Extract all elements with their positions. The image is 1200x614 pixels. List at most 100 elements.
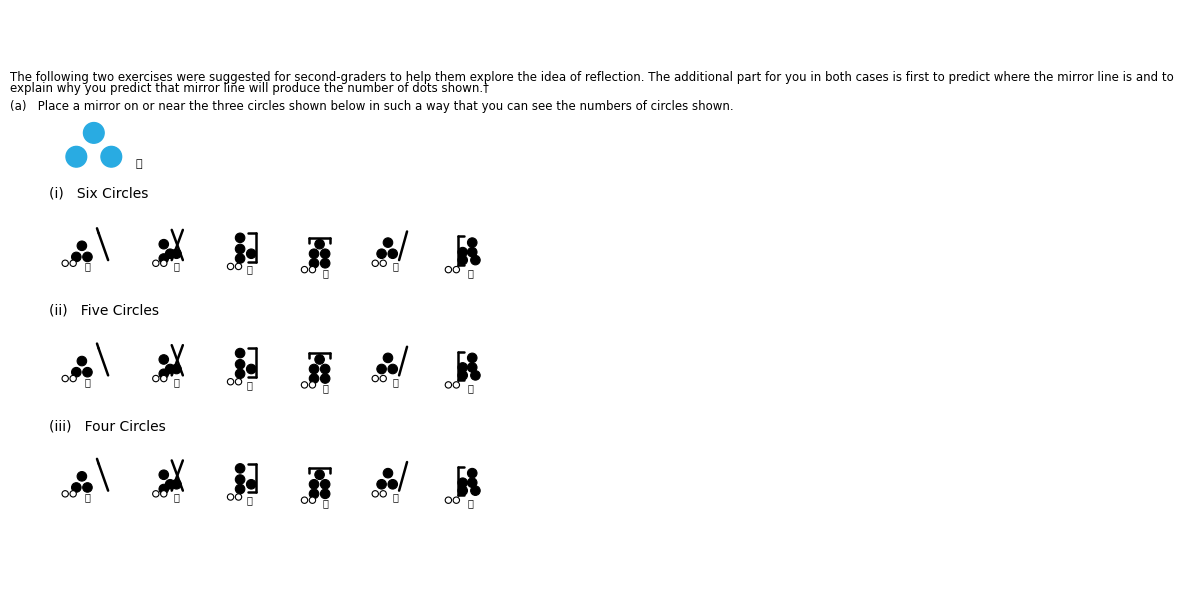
Circle shape bbox=[235, 464, 245, 473]
Circle shape bbox=[166, 249, 175, 258]
Circle shape bbox=[468, 353, 478, 363]
Circle shape bbox=[445, 497, 451, 503]
Circle shape bbox=[458, 255, 468, 265]
Text: ⓘ: ⓘ bbox=[323, 383, 328, 393]
Circle shape bbox=[468, 247, 478, 257]
Circle shape bbox=[314, 239, 324, 249]
Circle shape bbox=[383, 353, 392, 363]
Circle shape bbox=[310, 266, 316, 273]
Circle shape bbox=[468, 468, 478, 478]
Text: ⓘ: ⓘ bbox=[323, 268, 328, 278]
Circle shape bbox=[454, 497, 460, 503]
Circle shape bbox=[320, 489, 330, 499]
Circle shape bbox=[62, 491, 68, 497]
Circle shape bbox=[152, 491, 160, 497]
Text: ⓘ: ⓘ bbox=[174, 492, 180, 502]
Circle shape bbox=[372, 491, 378, 497]
Circle shape bbox=[152, 260, 160, 266]
Circle shape bbox=[454, 382, 460, 388]
Circle shape bbox=[70, 260, 77, 266]
Text: ⓘ: ⓘ bbox=[174, 262, 180, 271]
Circle shape bbox=[235, 494, 241, 500]
Circle shape bbox=[388, 249, 397, 258]
Circle shape bbox=[377, 480, 386, 489]
Circle shape bbox=[314, 470, 324, 480]
Text: (iii)   Four Circles: (iii) Four Circles bbox=[49, 419, 166, 433]
Circle shape bbox=[77, 241, 86, 251]
Text: ⓘ: ⓘ bbox=[84, 377, 90, 387]
Text: The following two exercises were suggested for second-graders to help them explo: The following two exercises were suggest… bbox=[10, 71, 1174, 84]
Circle shape bbox=[468, 238, 478, 247]
Text: ⓘ: ⓘ bbox=[392, 262, 398, 271]
Circle shape bbox=[468, 363, 478, 372]
Text: ⓘ: ⓘ bbox=[323, 499, 328, 508]
Circle shape bbox=[160, 254, 168, 263]
Circle shape bbox=[235, 359, 245, 369]
Circle shape bbox=[235, 484, 245, 494]
Circle shape bbox=[458, 247, 468, 257]
Circle shape bbox=[161, 491, 167, 497]
Circle shape bbox=[66, 146, 86, 167]
Text: ⓘ: ⓘ bbox=[468, 499, 474, 508]
Circle shape bbox=[70, 491, 77, 497]
Circle shape bbox=[310, 374, 319, 383]
Text: ⓘ: ⓘ bbox=[468, 268, 474, 278]
Text: (a)   Place a mirror on or near the three circles shown below in such a way that: (a) Place a mirror on or near the three … bbox=[10, 99, 733, 112]
Text: (i)   Six Circles: (i) Six Circles bbox=[49, 186, 149, 200]
Circle shape bbox=[235, 233, 245, 243]
Circle shape bbox=[246, 364, 256, 374]
Circle shape bbox=[470, 371, 480, 380]
Circle shape bbox=[227, 263, 234, 270]
Circle shape bbox=[301, 497, 307, 503]
Circle shape bbox=[83, 252, 92, 262]
Circle shape bbox=[72, 252, 82, 262]
Circle shape bbox=[62, 260, 68, 266]
Circle shape bbox=[235, 379, 241, 385]
Circle shape bbox=[310, 497, 316, 503]
Circle shape bbox=[160, 239, 168, 249]
Circle shape bbox=[160, 470, 168, 480]
Circle shape bbox=[246, 249, 256, 258]
Circle shape bbox=[160, 355, 168, 364]
Circle shape bbox=[380, 260, 386, 266]
Circle shape bbox=[160, 484, 168, 494]
Circle shape bbox=[83, 483, 92, 492]
Circle shape bbox=[172, 480, 181, 489]
Circle shape bbox=[172, 249, 181, 258]
Circle shape bbox=[470, 486, 480, 495]
Circle shape bbox=[320, 258, 330, 268]
Circle shape bbox=[445, 266, 451, 273]
Text: ⓘ: ⓘ bbox=[247, 265, 252, 274]
Circle shape bbox=[310, 258, 319, 268]
Circle shape bbox=[310, 480, 319, 489]
Text: ⓘ: ⓘ bbox=[136, 159, 143, 169]
Circle shape bbox=[152, 375, 160, 382]
Circle shape bbox=[235, 475, 245, 484]
Circle shape bbox=[310, 364, 319, 374]
Circle shape bbox=[227, 379, 234, 385]
Circle shape bbox=[301, 266, 307, 273]
Circle shape bbox=[235, 263, 241, 270]
Text: ⓘ: ⓘ bbox=[468, 383, 474, 393]
Circle shape bbox=[235, 244, 245, 254]
Circle shape bbox=[161, 260, 167, 266]
Circle shape bbox=[445, 382, 451, 388]
Circle shape bbox=[468, 478, 478, 488]
Circle shape bbox=[72, 367, 82, 377]
Circle shape bbox=[380, 491, 386, 497]
Circle shape bbox=[77, 356, 86, 366]
Text: ⓘ: ⓘ bbox=[392, 377, 398, 387]
Circle shape bbox=[166, 480, 175, 489]
Circle shape bbox=[101, 146, 121, 167]
Circle shape bbox=[320, 364, 330, 374]
Text: ⓘ: ⓘ bbox=[84, 492, 90, 502]
Circle shape bbox=[377, 364, 386, 374]
Circle shape bbox=[458, 371, 468, 380]
Circle shape bbox=[166, 364, 175, 374]
Circle shape bbox=[372, 260, 378, 266]
Circle shape bbox=[161, 375, 167, 382]
Circle shape bbox=[372, 375, 378, 382]
Circle shape bbox=[320, 374, 330, 383]
Circle shape bbox=[388, 364, 397, 374]
Circle shape bbox=[388, 480, 397, 489]
